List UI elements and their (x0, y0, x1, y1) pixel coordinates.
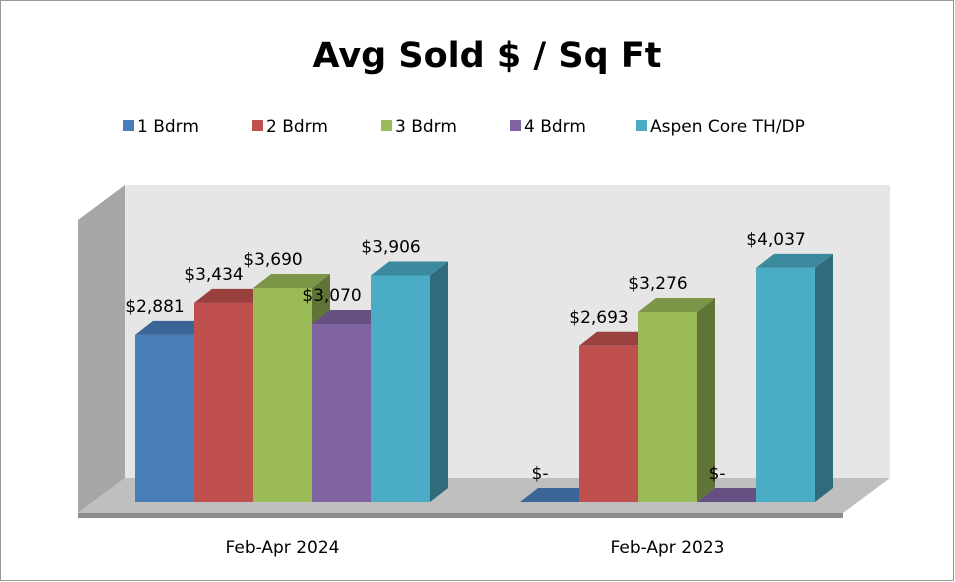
legend-label: 2 Bdrm (266, 117, 328, 137)
legend-label: Aspen Core TH/DP (650, 117, 805, 137)
side-wall (78, 185, 125, 513)
data-label: $2,693 (569, 308, 628, 328)
bar (638, 311, 697, 502)
bar-side (697, 297, 715, 502)
bar-side (815, 253, 833, 502)
bar-top (194, 288, 271, 303)
bar (194, 302, 253, 502)
chart-title: Avg Sold $ / Sq Ft (313, 36, 662, 76)
bar (312, 323, 371, 502)
bar (371, 275, 430, 502)
bar-top (697, 488, 774, 502)
floor-edge (78, 513, 843, 518)
legend-label: 4 Bdrm (524, 117, 586, 137)
bar (253, 287, 312, 502)
bar-top (253, 273, 330, 288)
data-label: $3,276 (628, 274, 687, 294)
legend-swatch (510, 120, 521, 131)
bar (135, 334, 194, 502)
x-tick-label: Feb-Apr 2024 (226, 538, 340, 558)
bar-top (756, 253, 833, 268)
legend-swatch (381, 120, 392, 131)
bar-top (520, 488, 597, 502)
legend-swatch (636, 120, 647, 131)
data-label: $3,434 (184, 265, 243, 285)
data-label: $3,906 (361, 237, 420, 257)
bar-top (579, 331, 656, 346)
bar-side (430, 261, 448, 502)
data-label: $2,881 (125, 297, 184, 317)
legend-swatch (123, 120, 134, 131)
bar-top (638, 297, 715, 312)
data-label: $3,690 (243, 250, 302, 270)
bar-top (312, 309, 389, 324)
data-label: $- (532, 464, 549, 484)
legend-label: 1 Bdrm (137, 117, 199, 137)
legend-label: 3 Bdrm (395, 117, 457, 137)
data-label: $4,037 (746, 230, 805, 250)
data-label: $3,070 (302, 286, 361, 306)
bar (756, 267, 815, 502)
x-tick-label: Feb-Apr 2023 (611, 538, 725, 558)
bar (579, 345, 638, 502)
bar-top (135, 320, 212, 335)
legend-swatch (252, 120, 263, 131)
data-label: $- (709, 464, 726, 484)
bar-top (371, 261, 448, 276)
